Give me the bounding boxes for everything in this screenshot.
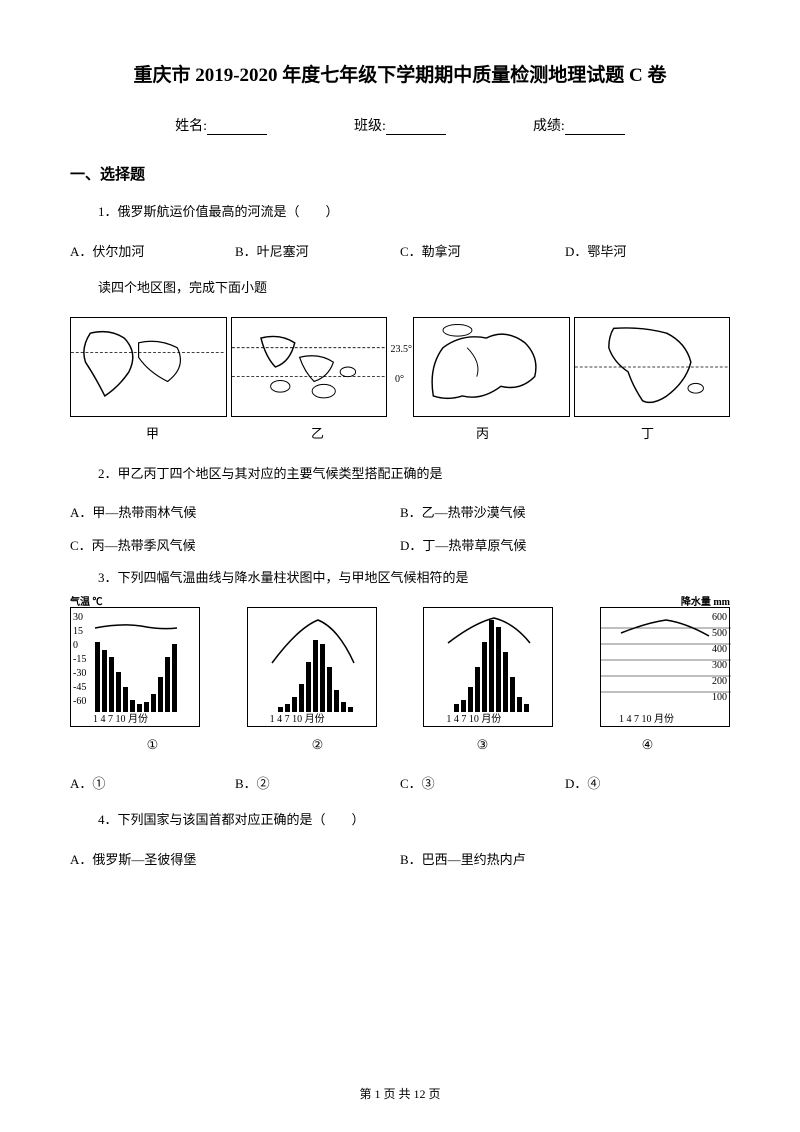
question-2: 2．甲乙丙丁四个地区与其对应的主要气候类型搭配正确的是 bbox=[98, 464, 730, 485]
map-ding bbox=[574, 317, 731, 417]
map-label-ding: 丁 bbox=[641, 423, 654, 442]
class-blank[interactable] bbox=[386, 121, 446, 135]
chart-labels: ① ② ③ ④ bbox=[70, 737, 730, 753]
name-blank[interactable] bbox=[207, 121, 267, 135]
section-1-header: 一、选择题 bbox=[70, 163, 730, 184]
q2-opt-a: A．甲—热带雨林气候 bbox=[70, 502, 400, 521]
map-labels: 甲 乙 丙 丁 bbox=[70, 423, 730, 442]
q3-opt-b: B．② bbox=[235, 773, 400, 792]
name-label: 姓名: bbox=[175, 115, 207, 135]
question-2-options-row2: C．丙—热带季风气候 D．丁—热带草原气候 bbox=[70, 535, 730, 554]
x2: 1 4 7 10 月份 bbox=[270, 710, 325, 725]
q2-opt-c: C．丙—热带季风气候 bbox=[70, 535, 400, 554]
page-footer: 第 1 页 共 12 页 bbox=[0, 1085, 800, 1102]
chart-label-3: ③ bbox=[477, 737, 489, 753]
question-4: 4．下列国家与该国首都对应正确的是（ ） bbox=[98, 810, 730, 831]
question-2-options-row1: A．甲—热带雨林气候 B．乙—热带沙漠气候 bbox=[70, 502, 730, 521]
class-label: 班级: bbox=[354, 115, 386, 135]
q2-opt-b: B．乙—热带沙漠气候 bbox=[400, 502, 730, 521]
q1-opt-a: A．伏尔加河 bbox=[70, 241, 235, 260]
chart-2: 1 4 7 10 月份 bbox=[247, 607, 377, 727]
map-figure-row: 23.5° 0° bbox=[70, 317, 730, 417]
question-1: 1．俄罗斯航运价值最高的河流是（ ） bbox=[98, 202, 730, 223]
precip-axis-label: 降水量 mm bbox=[681, 593, 730, 608]
q1-opt-c: C．勒拿河 bbox=[400, 241, 565, 260]
x1: 1 4 7 10 月份 bbox=[93, 710, 148, 725]
temp-axis-label: 气温 ℃ bbox=[70, 593, 103, 608]
maps-intro: 读四个地区图，完成下面小题 bbox=[98, 278, 730, 299]
x3: 1 4 7 10 月份 bbox=[446, 710, 501, 725]
question-4-options: A．俄罗斯—圣彼得堡 B．巴西—里约热内卢 bbox=[70, 849, 730, 868]
q4-opt-b: B．巴西—里约热内卢 bbox=[400, 849, 730, 868]
map-jia bbox=[70, 317, 227, 417]
q3-opt-a: A．① bbox=[70, 773, 235, 792]
lat-top: 23.5° bbox=[391, 344, 413, 355]
climate-charts: 30 15 0 -15 -30 -45 -60 1 4 7 10 月份 bbox=[70, 607, 730, 727]
chart-label-1: ① bbox=[147, 737, 159, 753]
score-label: 成绩: bbox=[533, 115, 565, 135]
map-yi: 23.5° 0° bbox=[231, 317, 388, 417]
chart-label-2: ② bbox=[312, 737, 324, 753]
page-title: 重庆市 2019-2020 年度七年级下学期期中质量检测地理试题 C 卷 bbox=[70, 60, 730, 87]
question-1-options: A．伏尔加河 B．叶尼塞河 C．勒拿河 D．鄂毕河 bbox=[70, 241, 730, 260]
map-label-yi: 乙 bbox=[311, 423, 324, 442]
score-blank[interactable] bbox=[565, 121, 625, 135]
chart-1: 30 15 0 -15 -30 -45 -60 1 4 7 10 月份 bbox=[70, 607, 200, 727]
chart-label-4: ④ bbox=[642, 737, 654, 753]
student-info-row: 姓名: 班级: 成绩: bbox=[70, 115, 730, 135]
question-3-options: A．① B．② C．③ D．④ bbox=[70, 773, 730, 792]
map-label-bing: 丙 bbox=[476, 423, 489, 442]
q3-opt-d: D．④ bbox=[565, 773, 730, 792]
x4: 1 4 7 10 月份 bbox=[619, 710, 674, 725]
q4-opt-a: A．俄罗斯—圣彼得堡 bbox=[70, 849, 400, 868]
map-bing bbox=[413, 317, 570, 417]
lat-bot: 0° bbox=[395, 374, 404, 385]
q3-opt-c: C．③ bbox=[400, 773, 565, 792]
question-3: 3．下列四幅气温曲线与降水量柱状图中，与甲地区气候相符的是 bbox=[98, 568, 730, 589]
chart-3: 1 4 7 10 月份 bbox=[423, 607, 553, 727]
q2-opt-d: D．丁—热带草原气候 bbox=[400, 535, 730, 554]
q1-opt-d: D．鄂毕河 bbox=[565, 241, 730, 260]
q1-opt-b: B．叶尼塞河 bbox=[235, 241, 400, 260]
map-label-jia: 甲 bbox=[146, 423, 159, 442]
chart-4: 600 500 400 300 200 100 1 4 7 10 月份 bbox=[600, 607, 730, 727]
